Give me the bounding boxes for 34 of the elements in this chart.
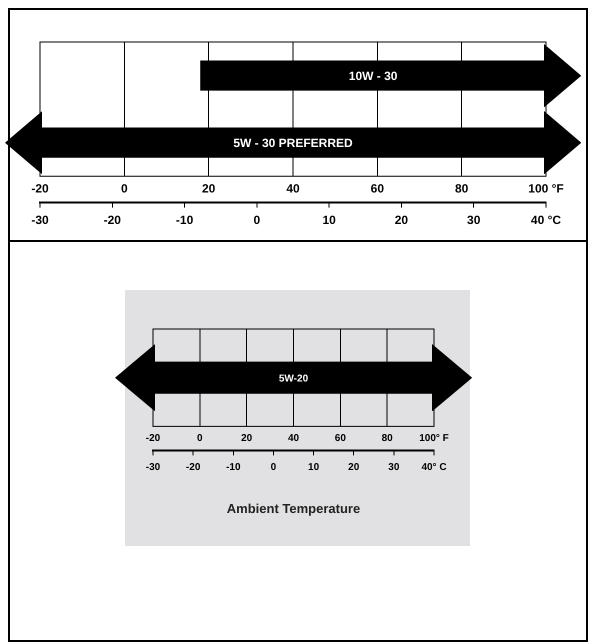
x2-axis-title: Ambient Temperature [226, 500, 360, 516]
y-tick-label: 5W-20 [278, 373, 309, 384]
x2-tick-label: 0 [270, 462, 277, 474]
x2-tick-label: -10 [226, 462, 241, 474]
x-tick-label: 60 [370, 182, 384, 196]
x-tick-label: 0 [197, 433, 204, 444]
x2-tick-label: 40 °C [530, 213, 562, 228]
x-tick-label: 40 [288, 433, 300, 444]
x-tick-label: 20 [241, 433, 253, 444]
x2-tick-label: 10 [308, 462, 320, 474]
x-tick-label: 80 [454, 182, 469, 196]
x-tick-label: 40 [286, 182, 300, 196]
x-tick-label: 0 [120, 182, 128, 196]
x2-tick-label: -10 [176, 213, 194, 228]
x2-tick-label: -20 [186, 462, 201, 474]
x2-tick-label: -20 [104, 213, 122, 228]
x-tick-label: -20 [31, 182, 49, 196]
x2-tick-label: 30 [388, 462, 400, 474]
x2-tick-label: -30 [31, 213, 49, 228]
x-tick-label: 80 [382, 433, 394, 444]
x-tick-label: 100° F [419, 433, 449, 444]
x2-tick-label: 20 [394, 213, 408, 228]
y-tick-label: 10W - 30 [348, 68, 398, 83]
x2-tick-label: 20 [348, 462, 360, 474]
x2-tick-label: 0 [254, 213, 261, 228]
x-tick-label: 100 °F [528, 182, 564, 196]
x2-tick-label: -30 [146, 462, 161, 474]
x-tick-label: 60 [334, 433, 346, 444]
x-tick-label: -20 [146, 433, 161, 444]
y-tick-label: 5W - 30 PREFERRED [233, 136, 354, 150]
x-tick-label: 20 [202, 182, 216, 196]
x2-tick-label: 30 [467, 213, 481, 228]
x2-tick-label: 40° C [421, 462, 447, 474]
x2-tick-label: 10 [322, 213, 336, 228]
